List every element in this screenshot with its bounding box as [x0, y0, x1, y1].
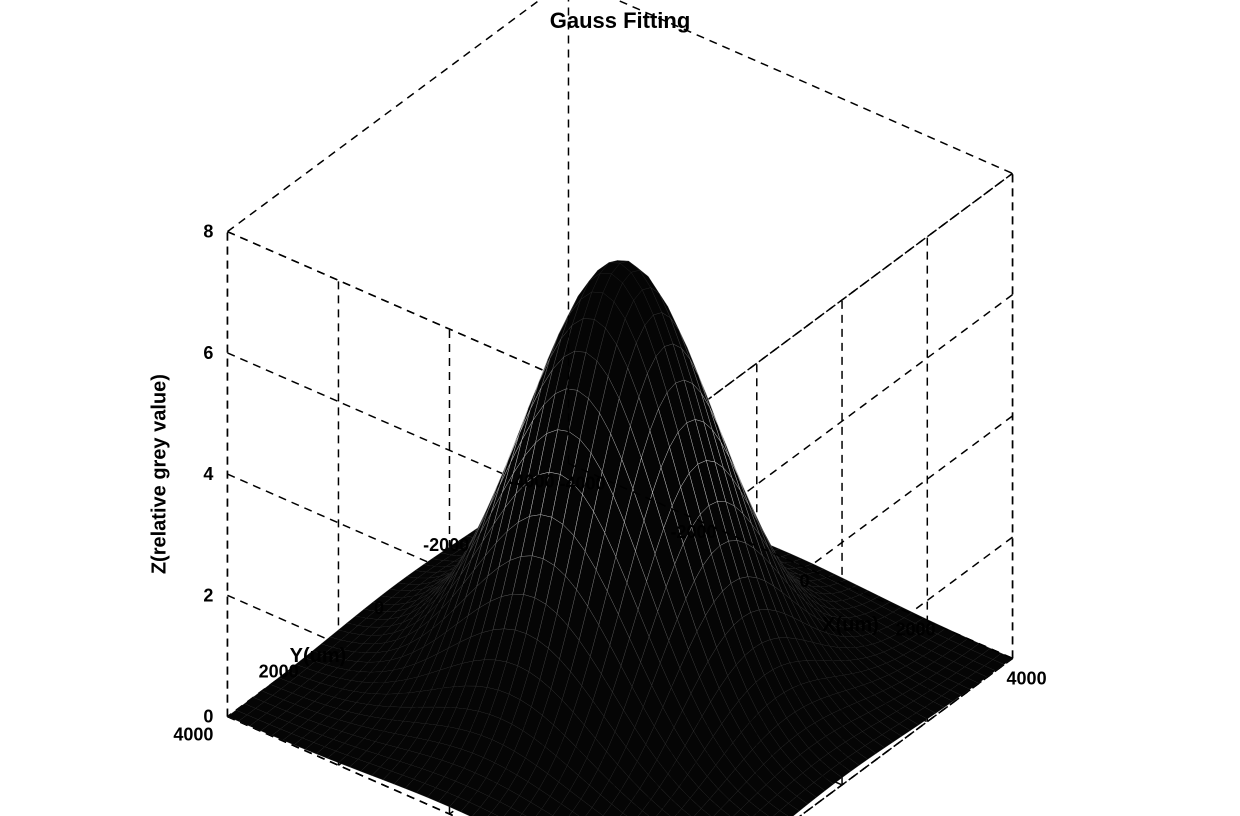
svg-text:6: 6: [203, 343, 213, 363]
y-axis-label: Y(um): [290, 645, 347, 667]
svg-text:2: 2: [203, 585, 213, 605]
svg-text:4000: 4000: [1007, 668, 1047, 688]
svg-text:4000: 4000: [173, 725, 213, 745]
svg-text:-4000: -4000: [508, 471, 554, 491]
svg-text:0: 0: [203, 707, 213, 727]
svg-text:2000: 2000: [896, 620, 936, 640]
chart-title: Gauss Fitting: [550, 8, 691, 33]
chart-svg: Gauss Fitting -4000 -2000 0 2000 4000 -4000 -2…: [0, 0, 1240, 816]
z-axis-label: Z(relative grey value): [148, 374, 170, 574]
svg-text:-2000: -2000: [423, 535, 469, 555]
gaussian-surface: [227, 261, 1012, 816]
x-axis-label: X(um): [822, 614, 879, 636]
svg-text:4: 4: [203, 464, 213, 484]
svg-text:8: 8: [203, 222, 213, 242]
svg-text:0: 0: [374, 598, 384, 618]
gauss-fitting-3d-chart: Gauss Fitting -4000 -2000 0 2000 4000 -4000 -2…: [0, 0, 1240, 816]
svg-text:0: 0: [800, 571, 810, 591]
svg-text:-2000: -2000: [670, 522, 716, 542]
svg-text:-4000: -4000: [559, 473, 605, 493]
